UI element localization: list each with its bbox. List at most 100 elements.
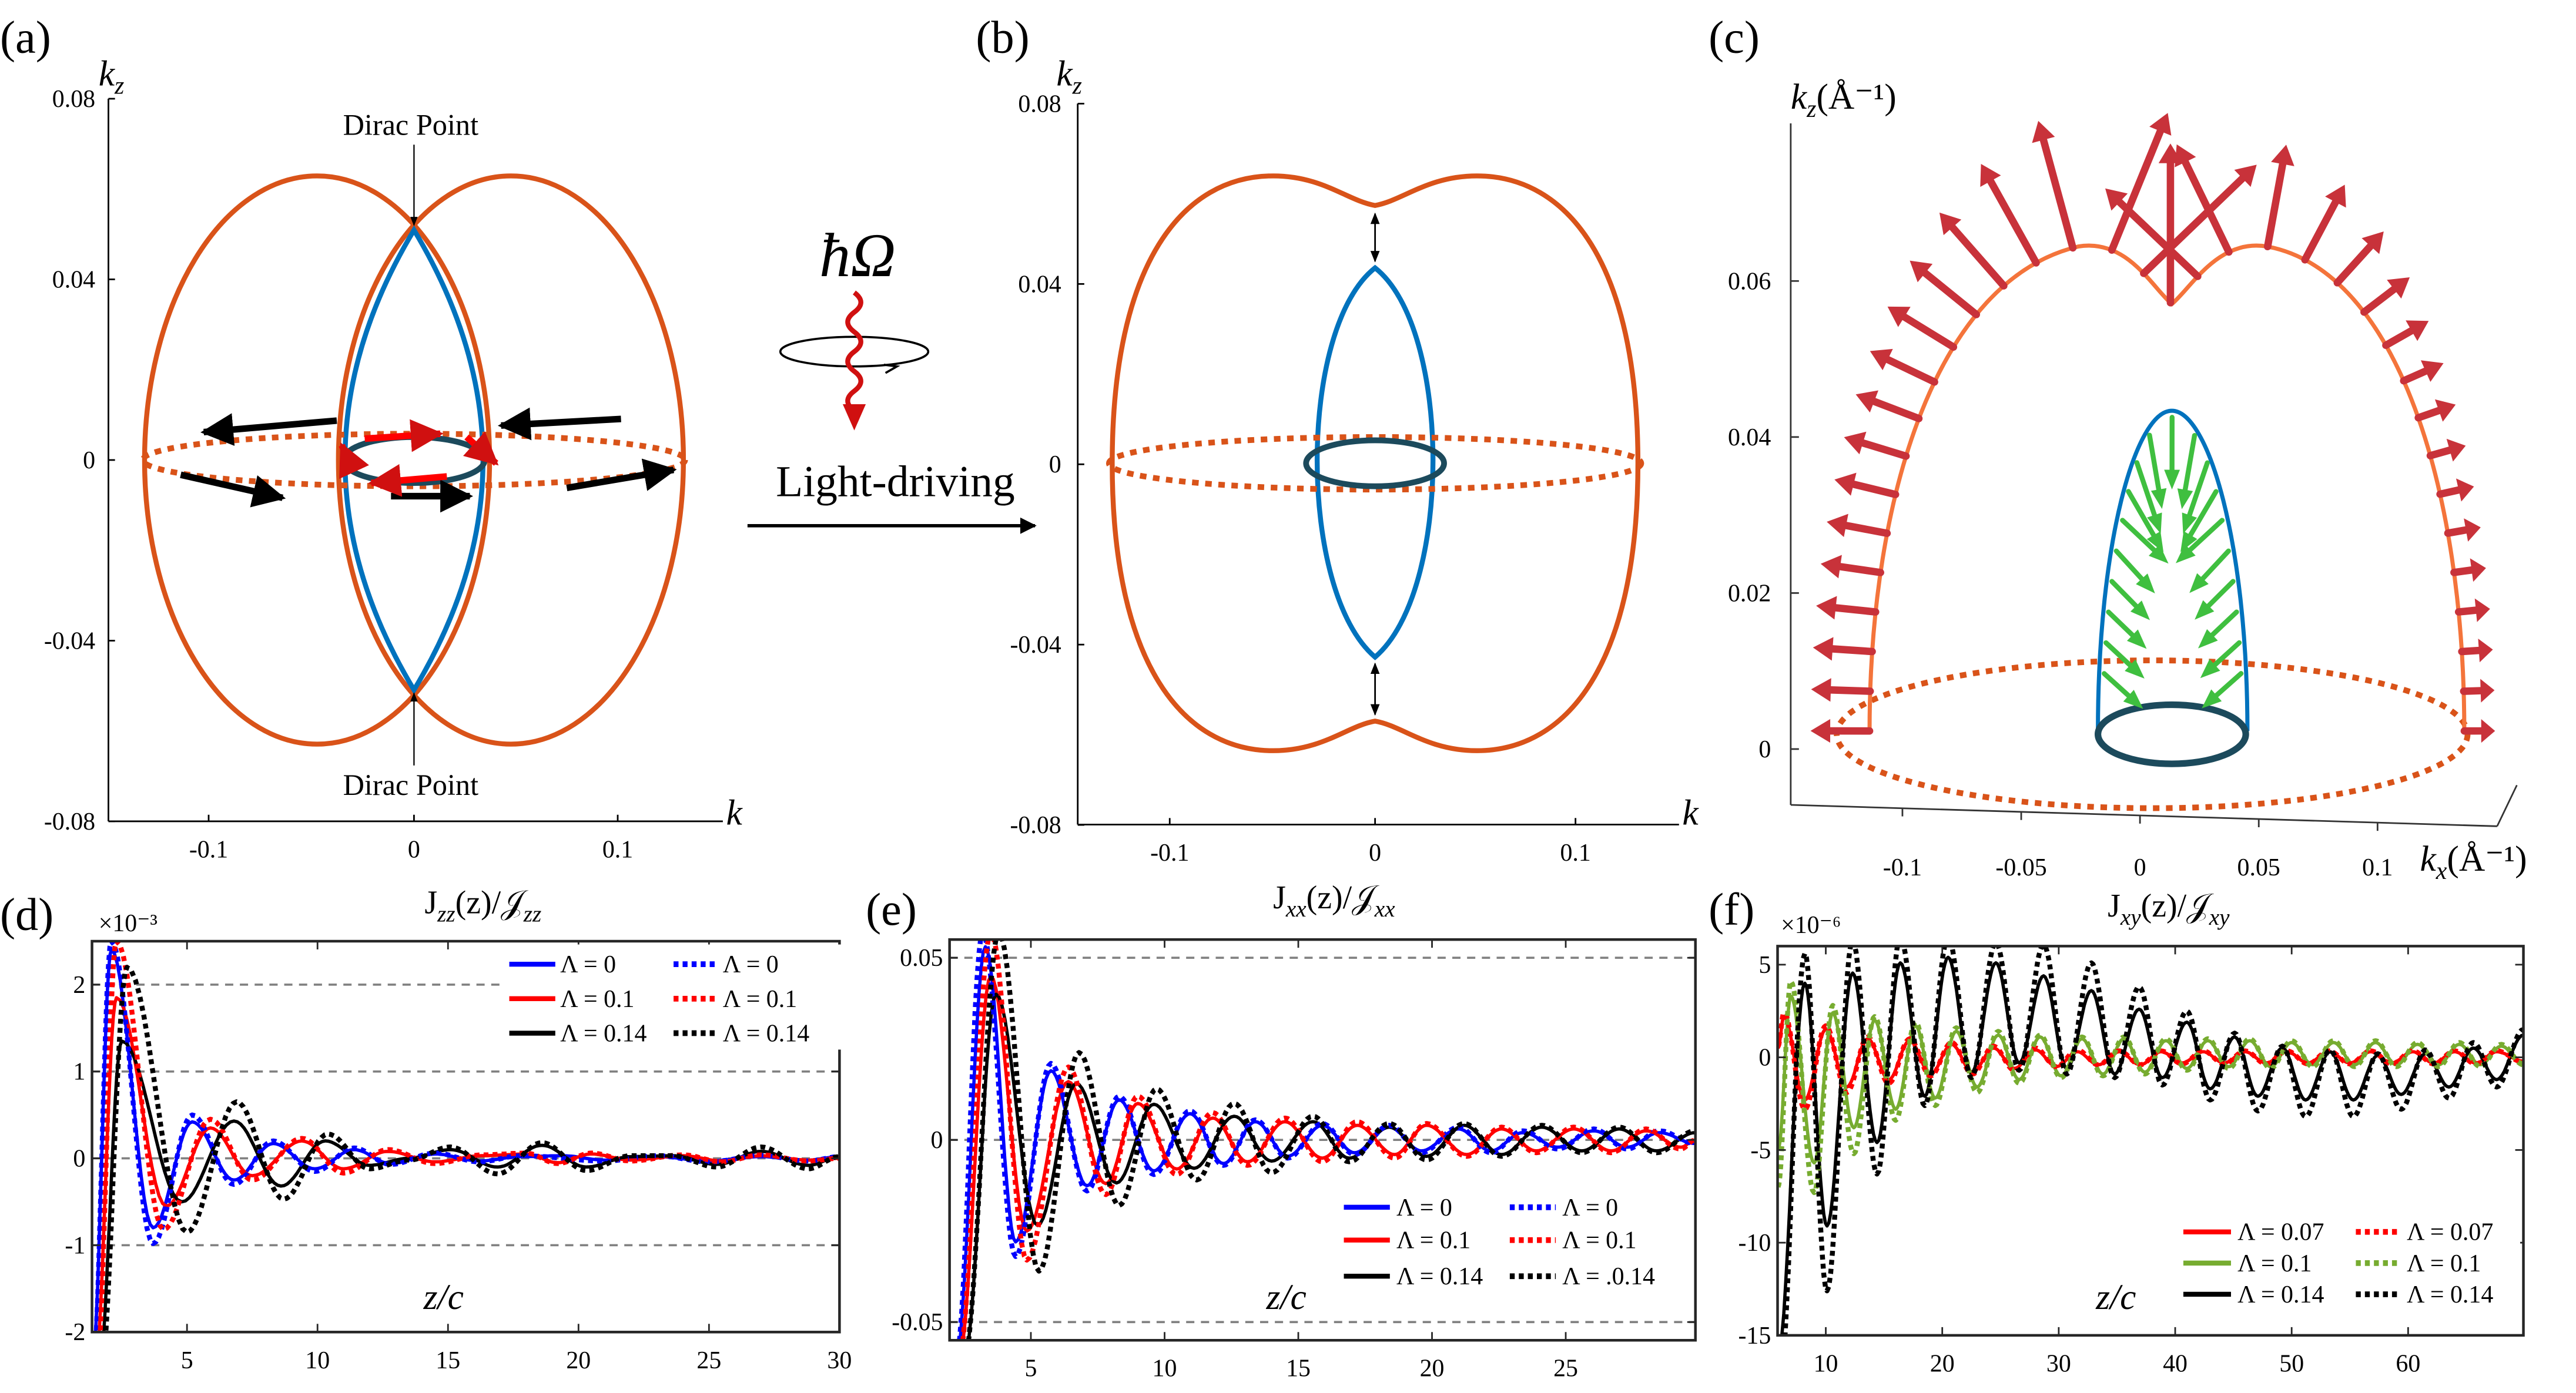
arrow-shaft <box>2382 327 2416 350</box>
arrow-shaft <box>1827 686 1874 695</box>
y-tick-label: 0 <box>73 1146 85 1173</box>
tick-label: 0 <box>83 447 95 474</box>
outer-spin-arrow <box>2158 143 2183 307</box>
outer-spin-arrow <box>1811 678 1874 702</box>
inner-spin-arrow <box>2200 640 2242 679</box>
axis-multiplier: ×10⁻⁶ <box>1781 912 1841 939</box>
arrow-head <box>2147 512 2162 534</box>
outer-band-right-ellipse <box>336 173 686 747</box>
series-group <box>957 939 1696 1341</box>
arrow-shaft <box>1842 522 1891 538</box>
outer-spin-arrow <box>2032 120 2077 252</box>
inner-spin-arrow <box>2164 415 2180 490</box>
tick-label: -0.04 <box>44 627 95 654</box>
arrow-head <box>2481 719 2495 743</box>
light-wave-icon <box>845 290 863 413</box>
kz-axis-label: kz(Å⁻¹) <box>1791 77 1897 123</box>
arrow-head <box>2177 488 2193 509</box>
x-tick-label: 10 <box>1814 1350 1838 1377</box>
y-axis-label-sub: z <box>114 73 124 100</box>
y-axis-label-base: k <box>99 54 116 94</box>
inner-spin-arrow <box>2177 432 2198 509</box>
arrow-head <box>2420 360 2444 382</box>
arrow-head <box>1813 637 1834 661</box>
tick-label: -0.1 <box>189 836 228 863</box>
inner-spin-arrow <box>2103 640 2145 679</box>
inner-band-surface <box>2096 408 2250 731</box>
inner-spin-arrow <box>2198 609 2239 649</box>
panel-label-a: (a) <box>0 12 51 63</box>
outer-spin-arrow <box>2333 231 2384 287</box>
outer-spin-arrow <box>1844 431 1910 460</box>
inner-spin-texture-arrows <box>2102 415 2244 709</box>
legend-label: Λ = 0.1 <box>723 986 797 1013</box>
arrow-head <box>1887 306 1911 327</box>
y-tick-label: 1 <box>73 1059 85 1086</box>
outer-spin-arrow <box>2454 598 2490 622</box>
tick-label: 0.08 <box>1018 90 1061 118</box>
series-line-dotted <box>960 939 1696 1341</box>
spin-arrow <box>463 431 499 466</box>
arrow-head <box>2150 488 2167 509</box>
x-tick-label: 50 <box>2279 1350 2304 1377</box>
legend-background <box>2173 1212 2520 1311</box>
gapped-outer-band <box>1110 173 1641 753</box>
outer-spin-arrow <box>2140 165 2257 277</box>
legend-label: Λ = .0.14 <box>1562 1263 1655 1290</box>
arrow-head <box>1844 431 1867 455</box>
arrow-head <box>2234 165 2257 187</box>
tick-label: -0.05 <box>1995 854 2046 881</box>
panel-c: (c) kz(Å⁻¹) kx(Å⁻¹) 0.060.040.020 -0.1 -0… <box>1709 12 2527 885</box>
outer-spin-arrow <box>2108 113 2172 254</box>
arrow-head <box>2387 277 2410 299</box>
outer-spin-arrow <box>1910 260 1980 318</box>
title-text: J <box>2108 888 2121 924</box>
arrow-head <box>2105 188 2128 211</box>
y-tick-label: 0 <box>931 1127 943 1154</box>
tick-label: 0.04 <box>1018 271 1061 298</box>
legend-label: Λ = 0.14 <box>2407 1281 2493 1308</box>
arrow-shaft <box>2210 609 2239 637</box>
panel-label-d: (d) <box>0 888 53 939</box>
tick-label: 0.1 <box>1560 840 1590 867</box>
arrow-shaft <box>2454 606 2480 616</box>
arrow-shaft <box>2109 579 2139 609</box>
arrow-shaft <box>2126 489 2156 538</box>
spin-arrow <box>497 407 621 441</box>
kz-axis-label-base: k <box>1791 77 1808 117</box>
dirac-point-top-label: Dirac Point <box>343 109 479 142</box>
arrow-shaft <box>2458 646 2483 656</box>
y-tick-labels: 0.08 0.04 0 -0.04 -0.08 <box>44 86 115 835</box>
arrow-head <box>2146 531 2164 553</box>
legend-label: Λ = 0.07 <box>2237 1219 2324 1246</box>
tick-label: 0 <box>2134 854 2146 881</box>
tick-label: 0 <box>408 836 420 863</box>
y-tick-label: -0.05 <box>892 1309 943 1336</box>
x-axis-line <box>1790 804 2497 827</box>
title-subscript: xx <box>1374 897 1395 922</box>
arrow-head <box>2271 145 2294 166</box>
arrow-shaft <box>2263 160 2287 251</box>
outer-spin-arrow <box>2436 478 2474 502</box>
x-tick-label: 10 <box>305 1347 330 1374</box>
tick-label: 0 <box>1369 840 1381 867</box>
arrow-shaft <box>2333 242 2374 287</box>
arrow-head <box>2126 629 2147 649</box>
x-axis-label: z/c <box>423 1277 464 1317</box>
arrow-shaft <box>2460 687 2485 695</box>
outer-spin-arrow <box>2360 277 2410 316</box>
outer-spin-arrow <box>1887 306 1958 351</box>
arrow-shaft <box>1832 604 1880 616</box>
inner-spin-arrow <box>2195 579 2236 620</box>
outer-spin-arrow <box>1810 719 1874 743</box>
arrow-head <box>2456 478 2474 502</box>
inner-spin-arrow <box>2102 671 2143 709</box>
light-driving-transition: ħΩ Light-driving <box>747 220 1037 534</box>
outer-spin-arrow <box>1855 390 1923 422</box>
outer-spin-texture-arrows <box>1810 113 2495 743</box>
x-tick-label: 20 <box>1930 1350 1955 1377</box>
x-tick-label: 15 <box>436 1347 460 1374</box>
light-driving-label: Light-driving <box>776 457 1015 506</box>
panel-label-c: (c) <box>1709 12 1760 63</box>
series-group <box>1777 946 2524 1335</box>
